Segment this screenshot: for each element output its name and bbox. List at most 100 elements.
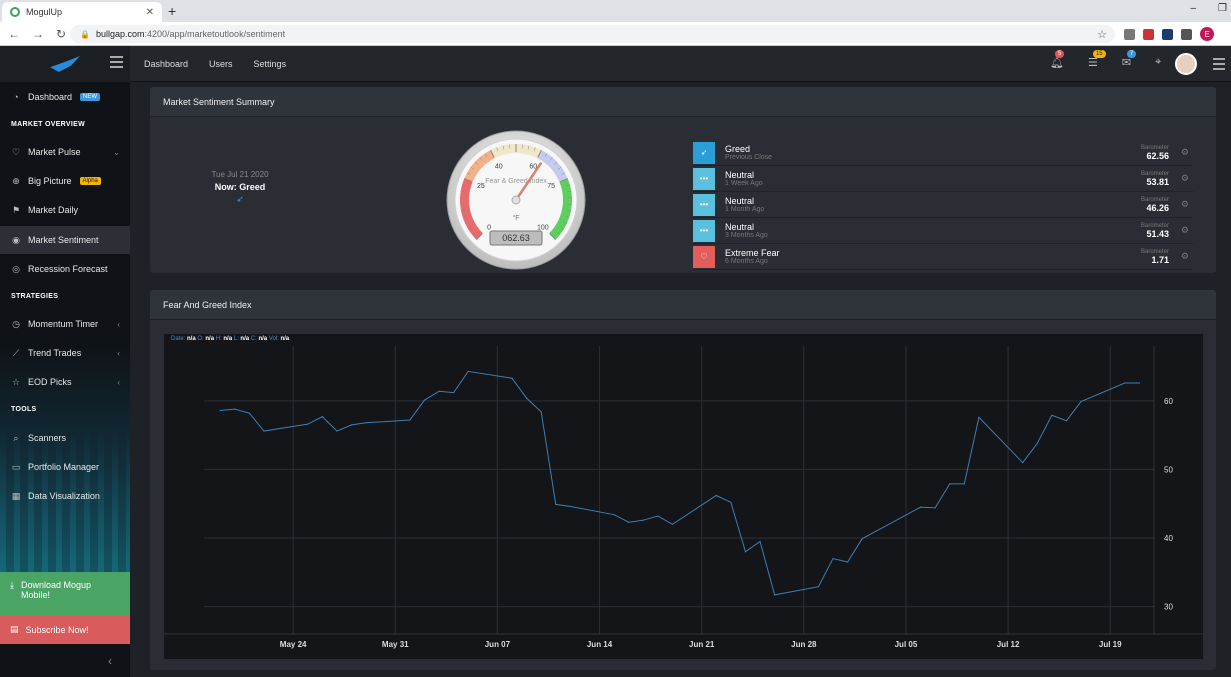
back-icon[interactable]: ← bbox=[8, 27, 20, 41]
minimize-icon[interactable]: – bbox=[1190, 3, 1197, 14]
data-point bbox=[321, 416, 323, 418]
forward-icon[interactable]: → bbox=[32, 27, 44, 41]
new-tab-icon[interactable]: + bbox=[168, 3, 177, 19]
gauge-tick bbox=[566, 209, 571, 212]
data-point bbox=[336, 430, 338, 432]
current-date: Tue Jul 21 2020 bbox=[211, 170, 269, 179]
gauge-band bbox=[460, 178, 483, 240]
gauge-ticks: 0 25 40 60 75 100 bbox=[460, 144, 572, 240]
search-icon: ⌕ bbox=[13, 432, 19, 443]
sidebar-item-market-pulse[interactable]: ♡ Market Pulse ⌄ bbox=[0, 138, 130, 166]
gauge-tick-label: 0 bbox=[487, 224, 491, 231]
subscribe-button[interactable]: ▤ Subscribe Now! bbox=[0, 615, 130, 644]
subscribe-label: Subscribe Now! bbox=[25, 624, 89, 635]
barometer-label: Barometer bbox=[1140, 248, 1169, 255]
gauge-tick bbox=[490, 149, 495, 158]
sidebar-item-market-sentiment[interactable]: ◉ Market Sentiment bbox=[0, 226, 130, 254]
data-point bbox=[861, 538, 863, 540]
bookmark-star-icon[interactable]: ☆ bbox=[1097, 28, 1107, 41]
sentiment-row: ••• Neutral 1 Month Ago Barometer 46.26 ⚙ bbox=[693, 192, 1193, 218]
sidebar-background bbox=[0, 342, 130, 572]
nav-users[interactable]: Users bbox=[209, 59, 233, 69]
sidebar-item-scanners[interactable]: ⌕ Scanners bbox=[0, 424, 130, 452]
data-point bbox=[1065, 420, 1068, 422]
sidebar-item-big-picture[interactable]: ⊕ Big Picture Alpha bbox=[0, 167, 130, 195]
data-point bbox=[453, 392, 455, 394]
data-point bbox=[978, 416, 980, 418]
extension-icon[interactable] bbox=[1124, 28, 1135, 40]
sentiment-period: 6 Months Ago bbox=[725, 258, 768, 265]
data-point bbox=[219, 409, 221, 412]
sentiment-row: ➶ Greed Previous Close Barometer 62.56 ⚙ bbox=[693, 140, 1193, 166]
sidebar-item-momentum-timer[interactable]: ◷ Momentum Timer ‹ bbox=[0, 310, 130, 338]
sidebar-item-market-daily[interactable]: ⚑ Market Daily bbox=[0, 196, 130, 224]
sentiment-period: 1 Week Ago bbox=[725, 180, 763, 187]
ellipsis-icon: ••• bbox=[693, 167, 715, 190]
data-point bbox=[350, 424, 353, 426]
gear-icon[interactable]: ⚙ bbox=[1180, 199, 1189, 209]
gauge-needle bbox=[514, 162, 542, 202]
sidebar-item-portfolio-manager[interactable]: ▭ Portfolio Manager bbox=[0, 453, 130, 481]
gear-icon[interactable]: ⚙ bbox=[1180, 251, 1189, 261]
location-pin-icon[interactable]: ⌖ bbox=[1155, 56, 1162, 68]
gauge-tick bbox=[484, 153, 488, 157]
card-icon: ▤ bbox=[10, 624, 19, 634]
gauge-tick bbox=[560, 226, 564, 230]
chart-area[interactable]: Date: n/a O: n/a H: n/a L: n/a C: n/a Vo… bbox=[163, 333, 1204, 660]
section-heading-tools: TOOLS bbox=[11, 406, 37, 413]
gauge-tick bbox=[479, 157, 483, 161]
sidebar-background-bars bbox=[0, 422, 130, 572]
extension-icon[interactable] bbox=[1143, 28, 1154, 40]
y-tick-label: 30 bbox=[1164, 603, 1173, 612]
sidebar-item-trend-trades[interactable]: ⟋ Trend Trades ‹ bbox=[0, 339, 130, 367]
nav-dashboard[interactable]: Dashboard bbox=[144, 59, 189, 69]
gauge-tick bbox=[565, 215, 570, 218]
sidebar-item-dashboard[interactable]: ◔ Dashboard NEW bbox=[0, 83, 130, 111]
data-point bbox=[1138, 382, 1141, 384]
sidebar: ◔ Dashboard NEW MARKET OVERVIEW ♡ Market… bbox=[0, 82, 130, 677]
collapse-sidebar-icon[interactable]: ‹ bbox=[108, 654, 112, 668]
list-icon[interactable]: ☰ 15 bbox=[1088, 50, 1106, 69]
data-point bbox=[919, 506, 922, 508]
y-tick-label: 40 bbox=[1164, 534, 1173, 543]
sidebar-item-data-visualization[interactable]: ▦ Data Visualization bbox=[0, 482, 130, 510]
x-tick-label: Jul 19 bbox=[1099, 640, 1122, 649]
reload-icon[interactable]: ↻ bbox=[56, 27, 67, 41]
user-avatar[interactable] bbox=[1175, 53, 1197, 75]
fear-icon: ♡ bbox=[693, 245, 715, 268]
profile-avatar[interactable]: E bbox=[1200, 27, 1214, 41]
gauge-display bbox=[489, 230, 543, 246]
browser-tab[interactable]: MogulUp ✕ bbox=[2, 2, 162, 22]
data-point bbox=[949, 483, 951, 485]
url-host: bullgap.com bbox=[95, 29, 145, 39]
sidebar-item-label: Big Picture bbox=[28, 176, 72, 186]
tasks-icon[interactable]: ✉ 7 bbox=[1122, 50, 1137, 69]
data-point bbox=[1124, 382, 1126, 384]
x-tick-label: Jun 21 bbox=[689, 640, 715, 649]
sidebar-item-recession-forecast[interactable]: ◎ Recession Forecast bbox=[0, 255, 130, 283]
barometer-value: 51.43 bbox=[1146, 228, 1169, 239]
gear-icon[interactable]: ⚙ bbox=[1180, 147, 1189, 157]
sidebar-toggle-icon[interactable] bbox=[110, 56, 123, 68]
gear-icon[interactable]: ⚙ bbox=[1180, 173, 1189, 183]
bell-icon[interactable]: 🔔︎ 5 bbox=[1050, 50, 1065, 69]
bell-badge: 5 bbox=[1055, 50, 1065, 58]
gauge-tick-label: 75 bbox=[547, 183, 555, 190]
puzzle-icon[interactable] bbox=[1181, 28, 1192, 40]
address-bar[interactable]: 🔒 bullgap.com :4200/app/marketoutlook/se… bbox=[70, 25, 1115, 43]
tasks-badge: 7 bbox=[1126, 50, 1137, 58]
data-point bbox=[934, 507, 936, 509]
gear-icon[interactable]: ⚙ bbox=[1180, 225, 1189, 235]
download-mobile-button[interactable]: ⤓ Download Mogup Mobile! bbox=[0, 572, 130, 615]
logo[interactable] bbox=[0, 46, 130, 82]
gauge-tick bbox=[496, 147, 499, 152]
gauge-tick bbox=[556, 231, 561, 235]
menu-icon[interactable] bbox=[1213, 58, 1225, 73]
tab-close-icon[interactable]: ✕ bbox=[145, 6, 154, 18]
sidebar-item-eod-picks[interactable]: ☆ EOD Picks ‹ bbox=[0, 368, 130, 396]
sentiment-label: Neutral bbox=[725, 196, 755, 206]
sentiment-row: ••• Neutral 3 Months Ago Barometer 51.43 ⚙ bbox=[693, 218, 1193, 244]
nav-settings[interactable]: Settings bbox=[253, 59, 287, 69]
restore-icon[interactable]: ❐ bbox=[1218, 3, 1227, 14]
extension-icon[interactable] bbox=[1162, 28, 1173, 40]
